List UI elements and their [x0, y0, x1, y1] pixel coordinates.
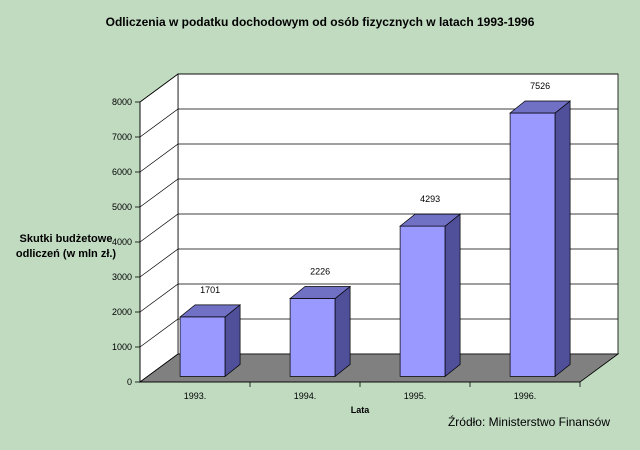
bar-top — [509, 100, 572, 114]
bar-top — [399, 213, 462, 227]
y-axis-label-line-1: Skutki budżetowe — [19, 233, 113, 245]
bar-front — [399, 225, 446, 377]
gridline — [139, 213, 618, 243]
gridline — [139, 318, 618, 348]
data-label: 4293 — [420, 194, 440, 204]
gridline — [139, 248, 618, 278]
bar-side — [224, 304, 241, 378]
x-tick-label: 1996. — [514, 391, 537, 401]
gridline — [139, 108, 618, 138]
y-tick-label: 0 — [127, 377, 132, 387]
source-note: Źródło: Ministerstwo Finansów — [447, 415, 610, 429]
bar-front — [289, 298, 336, 377]
y-axis-label: Skutki budżetowe odliczeń (w mln zł.) — [2, 232, 130, 262]
bar-front — [509, 112, 556, 377]
x-axis-label: Lata — [350, 405, 370, 415]
x-tick-label: 1995. — [404, 391, 427, 401]
y-tick-label: 8000 — [112, 97, 132, 107]
y-tick-label: 4000 — [112, 237, 132, 247]
chart-title: Odliczenia w podatku dochodowym od osób … — [105, 15, 535, 29]
y-tick-label: 2000 — [112, 307, 132, 317]
gridline — [139, 73, 618, 103]
bar-side — [554, 100, 571, 378]
gridline — [139, 143, 618, 173]
y-tick-label: 7000 — [112, 132, 132, 142]
x-tick-label: 1994. — [294, 391, 317, 401]
bar-front — [179, 316, 226, 377]
gridline — [139, 178, 618, 208]
y-tick-label: 1000 — [112, 342, 132, 352]
data-label: 2226 — [310, 266, 330, 276]
y-axis-label-line-2: odliczeń (w mln zł.) — [15, 248, 117, 260]
data-label: 7526 — [530, 81, 550, 91]
y-tick-label: 3000 — [112, 272, 132, 282]
x-tick-label: 1993. — [184, 391, 207, 401]
bar-top — [289, 286, 352, 299]
y-tick-label: 5000 — [112, 202, 132, 212]
data-label: 1701 — [200, 285, 220, 295]
bar-side — [444, 213, 461, 378]
bar-side — [334, 285, 351, 378]
bar-top — [179, 304, 242, 318]
y-tick-label: 6000 — [112, 167, 132, 177]
gridline — [139, 283, 618, 313]
